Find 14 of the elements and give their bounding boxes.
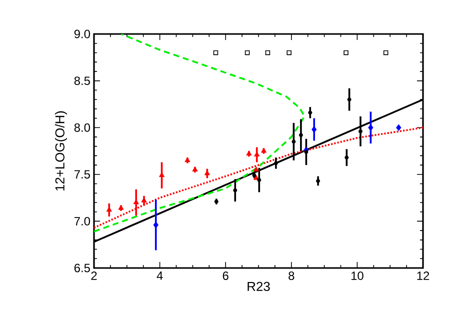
- x-tick-label: 8: [288, 272, 294, 280]
- x-axis-title: R23: [248, 282, 270, 292]
- y-tick-label: 7.5: [74, 170, 90, 179]
- x-tick-label: 4: [156, 272, 163, 280]
- x-tick-label: 10: [351, 272, 364, 280]
- y-tick-label: 7.0: [74, 216, 90, 226]
- x-tick-label: 2: [91, 272, 97, 280]
- y-axis-title: 12+LOG(O/H): [54, 111, 68, 190]
- y-tick-label: 8.0: [74, 123, 90, 132]
- x-tick-label: 12: [417, 272, 430, 280]
- y-tick-label: 6.5: [74, 264, 90, 272]
- y-tick-label: 9.0: [74, 30, 90, 38]
- x-tick-label: 6: [222, 272, 228, 280]
- y-tick-label: 8.5: [74, 76, 90, 86]
